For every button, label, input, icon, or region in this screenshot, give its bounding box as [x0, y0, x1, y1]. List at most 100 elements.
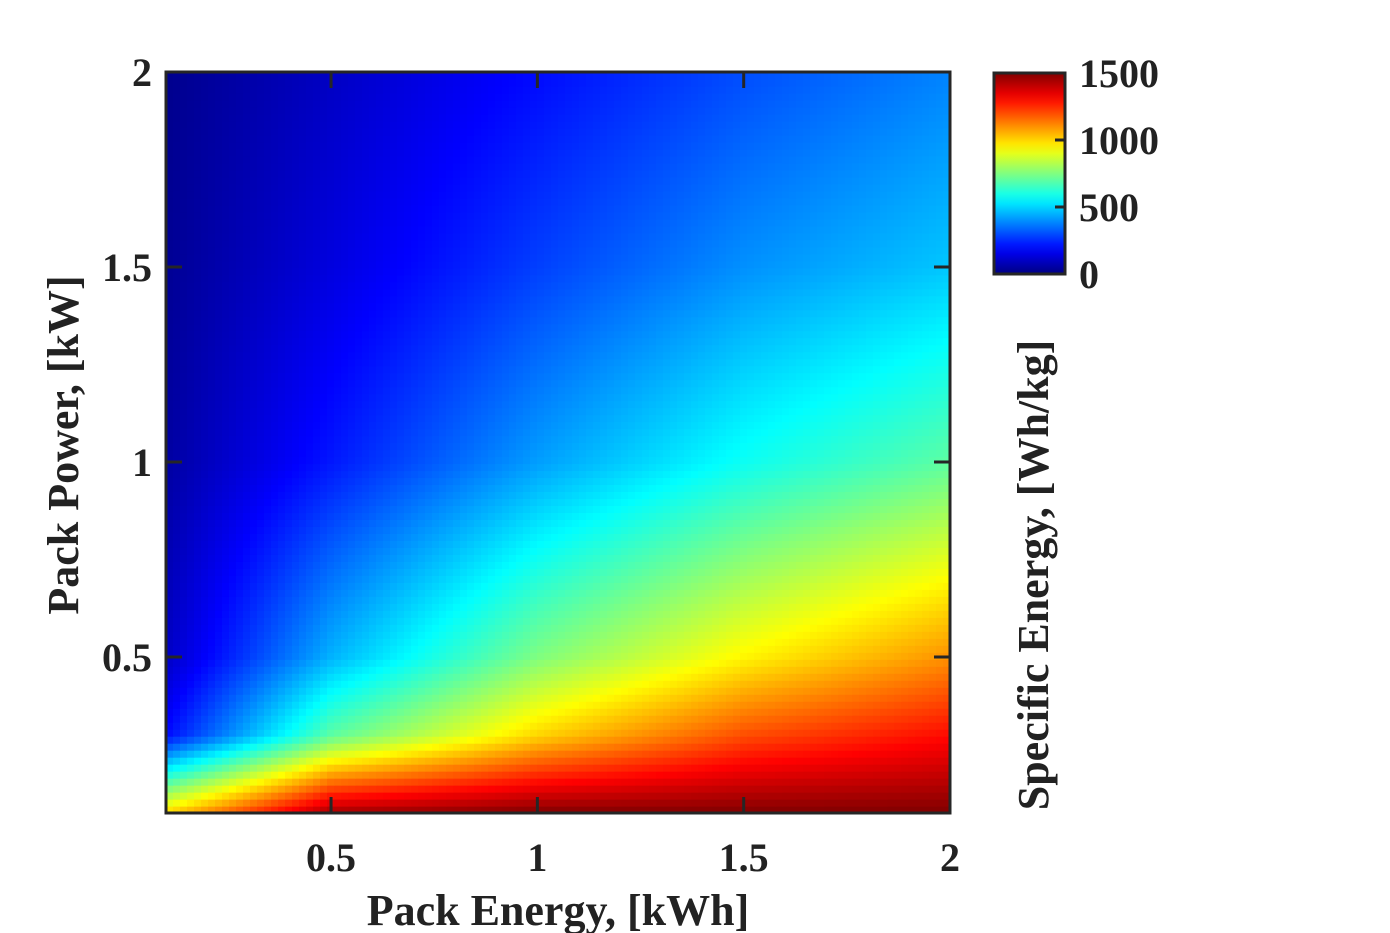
- heatmap-cell: [908, 750, 916, 758]
- heatmap-cell: [873, 624, 881, 632]
- heatmap-cell: [243, 792, 251, 800]
- heatmap-cell: [502, 617, 510, 625]
- heatmap-cell: [852, 799, 860, 807]
- heatmap-cell: [460, 799, 468, 807]
- heatmap-cell: [887, 764, 895, 772]
- heatmap-cell: [621, 792, 629, 800]
- heatmap-cell: [775, 673, 783, 681]
- heatmap-cell: [460, 505, 468, 514]
- heatmap-cell: [740, 792, 748, 800]
- heatmap-cell: [523, 624, 531, 632]
- heatmap-cell: [838, 792, 846, 800]
- heatmap-cell: [369, 617, 377, 625]
- heatmap-cell: [607, 498, 615, 507]
- heatmap-cell: [614, 547, 622, 555]
- heatmap-cell: [572, 680, 580, 688]
- heatmap-cell: [285, 603, 293, 611]
- heatmap-cell: [936, 533, 944, 541]
- heatmap-cell: [600, 652, 608, 660]
- heatmap-cell: [362, 645, 370, 653]
- heatmap-cell: [201, 680, 209, 688]
- heatmap-cell: [446, 645, 454, 653]
- heatmap-cell: [887, 505, 895, 514]
- heatmap-cell: [355, 533, 363, 541]
- heatmap-cell: [453, 617, 461, 625]
- heatmap-cell: [411, 729, 419, 737]
- heatmap-cell: [418, 715, 426, 723]
- heatmap-cell: [670, 533, 678, 541]
- heatmap-cell: [257, 722, 265, 730]
- heatmap-cell: [761, 596, 769, 604]
- heatmap-cell: [754, 540, 762, 548]
- heatmap-cell: [691, 603, 699, 611]
- heatmap-cell: [516, 638, 524, 646]
- heatmap-cell: [250, 778, 258, 786]
- heatmap-cell: [229, 547, 237, 555]
- heatmap-cell: [341, 554, 349, 562]
- heatmap-cell: [390, 561, 398, 569]
- heatmap-cell: [873, 764, 881, 772]
- heatmap-cell: [586, 673, 594, 681]
- heatmap-cell: [404, 505, 412, 514]
- heatmap-cell: [698, 722, 706, 730]
- heatmap-cell: [572, 715, 580, 723]
- heatmap-cell: [250, 512, 258, 520]
- heatmap-cell: [838, 610, 846, 618]
- heatmap-cell: [579, 638, 587, 646]
- heatmap-cell: [586, 778, 594, 786]
- heatmap-cell: [229, 631, 237, 639]
- heatmap-cell: [684, 722, 692, 730]
- heatmap-cell: [775, 568, 783, 576]
- heatmap-cell: [817, 757, 825, 765]
- heatmap-cell: [516, 519, 524, 527]
- heatmap-cell: [901, 666, 909, 674]
- heatmap-cell: [698, 785, 706, 793]
- heatmap-cell: [299, 757, 307, 765]
- heatmap-cell: [313, 666, 321, 674]
- heatmap-cell: [852, 603, 860, 611]
- heatmap-cell: [208, 575, 216, 583]
- heatmap-cell: [824, 568, 832, 576]
- heatmap-cell: [824, 505, 832, 514]
- heatmap-cell: [390, 526, 398, 534]
- heatmap-cell: [866, 736, 874, 744]
- heatmap-cell: [663, 512, 671, 520]
- heatmap-cell: [747, 652, 755, 660]
- heatmap-cell: [243, 505, 251, 514]
- heatmap-cell: [663, 764, 671, 772]
- heatmap-cell: [362, 743, 370, 751]
- heatmap-cell: [922, 540, 930, 548]
- heatmap-cell: [278, 498, 286, 507]
- heatmap-cell: [180, 736, 188, 744]
- heatmap-cell: [607, 778, 615, 786]
- heatmap-cell: [621, 652, 629, 660]
- heatmap-cell: [810, 617, 818, 625]
- heatmap-cell: [292, 603, 300, 611]
- heatmap-cell: [425, 519, 433, 527]
- heatmap-cell: [229, 540, 237, 548]
- heatmap-cell: [432, 582, 440, 590]
- heatmap-cell: [446, 757, 454, 765]
- heatmap-cell: [362, 519, 370, 527]
- heatmap-cell: [880, 708, 888, 716]
- heatmap-cell: [782, 582, 790, 590]
- heatmap-cell: [173, 589, 181, 597]
- heatmap-cell: [677, 589, 685, 597]
- heatmap-cell: [558, 540, 566, 548]
- heatmap-cell: [621, 806, 629, 813]
- heatmap-cell: [474, 785, 482, 793]
- heatmap-cell: [544, 673, 552, 681]
- heatmap-cell: [901, 778, 909, 786]
- heatmap-cell: [215, 498, 223, 507]
- heatmap-cell: [418, 708, 426, 716]
- heatmap-cell: [530, 666, 538, 674]
- heatmap-cell: [411, 554, 419, 562]
- heatmap-cell: [509, 806, 517, 813]
- heatmap-cell: [936, 512, 944, 520]
- heatmap-cell: [712, 624, 720, 632]
- heatmap-cell: [467, 757, 475, 765]
- heatmap-cell: [572, 750, 580, 758]
- heatmap-cell: [425, 673, 433, 681]
- heatmap-cell: [887, 638, 895, 646]
- heatmap-cell: [810, 785, 818, 793]
